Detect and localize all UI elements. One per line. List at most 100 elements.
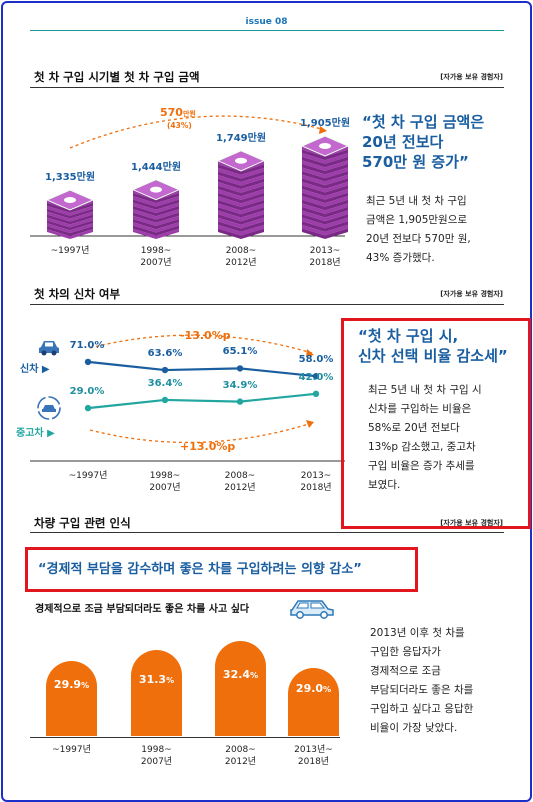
section3-tag: [자가용 보유 경험자] xyxy=(440,519,503,527)
bill-layer xyxy=(302,214,348,225)
intent-unit: % xyxy=(323,685,332,694)
series-label-new-1: 71.0% xyxy=(69,339,105,351)
new-change-arrowhead xyxy=(306,349,314,357)
bill-layer xyxy=(302,221,348,232)
series-label-new-3: 65.1% xyxy=(222,346,258,358)
section3-headline: “경제적 부담을 감수하며 좋은 차를 구입하려는 의향 감소” xyxy=(38,562,362,577)
bill-layer xyxy=(218,221,264,232)
bill-layer xyxy=(47,229,93,239)
series-point-new-2 xyxy=(161,366,169,374)
bill-layer xyxy=(302,199,348,211)
bill-layer xyxy=(133,202,179,213)
bill-layer xyxy=(47,217,93,228)
bill-stack-1 xyxy=(45,189,95,239)
series-point-used-1 xyxy=(84,404,92,412)
bill-layer xyxy=(302,228,348,239)
series-label-used-2: 36.4% xyxy=(147,377,183,389)
bill-layer xyxy=(218,228,264,239)
bill-layer xyxy=(133,218,179,230)
intent-category-1: ~1997년 xyxy=(52,745,91,755)
bill-layer xyxy=(47,202,93,213)
highlight-box-section2 xyxy=(341,318,531,529)
series-label-used-4: 42.0% xyxy=(298,371,334,383)
section3-body: 2013년 이후 첫 차를 구입한 응답자가 경제적으로 조금 부담되더라도 좋… xyxy=(370,627,474,734)
intent-value: 29.0 xyxy=(295,682,324,695)
bill-layer xyxy=(218,217,264,229)
bill-layer xyxy=(302,224,348,236)
bill-layer xyxy=(218,224,264,236)
bill-seal xyxy=(150,186,162,193)
amount-category-2: 1998~ 2007년 xyxy=(140,246,172,268)
used-car-cycle-icon xyxy=(37,396,61,420)
bill-layer xyxy=(302,217,348,229)
line-category-2: 1998~ 2007년 xyxy=(149,471,181,493)
bill-layer xyxy=(302,185,348,196)
section1-body: 최근 5년 내 첫 차 구입 금액은 1,905만원으로 20년 전보다 570… xyxy=(366,195,471,264)
bill-layer xyxy=(133,222,179,233)
bill-layer xyxy=(302,163,348,175)
intent-bar-label-2: 31.3% xyxy=(131,673,182,686)
bill-layer xyxy=(218,167,264,179)
bill-layer xyxy=(302,196,348,207)
intent-bar-label-1: 29.9% xyxy=(46,678,97,691)
bill-layer xyxy=(302,181,348,193)
bill-layer xyxy=(218,196,264,207)
bill-layer xyxy=(133,199,179,210)
intent-bar-1: 29.9% xyxy=(46,660,97,736)
amount-category-1: ~1997년 xyxy=(50,246,90,256)
intent-bar-3: 32.4% xyxy=(215,640,266,736)
bill-layer xyxy=(218,185,264,197)
series-label-new-2: 63.6% xyxy=(147,348,183,360)
bill-layer xyxy=(47,226,93,237)
bill-layer xyxy=(133,209,179,220)
amount-value-1: 1,335만원 xyxy=(44,172,96,183)
section1-quote: “첫 차 구입 금액은 20년 전보다 570만 원 증가” xyxy=(362,113,485,171)
issue-label: issue 08 xyxy=(245,17,288,27)
bill-layer xyxy=(302,192,348,204)
bill-layer xyxy=(218,164,264,175)
bill-layer xyxy=(218,175,264,186)
line-category-3: 2008~ 2012년 xyxy=(224,471,256,493)
used-change-arrowhead xyxy=(306,420,314,428)
section3-axis xyxy=(30,737,340,738)
bill-layer xyxy=(133,215,179,226)
bill-layer xyxy=(47,211,93,222)
bill-layer xyxy=(302,206,348,218)
series-label-used-1: 29.0% xyxy=(69,386,105,398)
section1-tag: [자가용 보유 경험자] xyxy=(440,73,503,81)
new-change-value: -13.0%p xyxy=(180,329,231,342)
intent-category-2: 1998~ 2007년 xyxy=(140,745,173,767)
intent-unit: % xyxy=(250,671,259,681)
bill-layer xyxy=(218,192,264,204)
bill-layer xyxy=(302,156,348,168)
series-label-used-3: 34.9% xyxy=(222,379,258,391)
series-line-new xyxy=(87,360,317,378)
bill-layer xyxy=(218,199,264,211)
section3-subtitle: 경제적으로 조금 부담되더라도 좋은 차를 사고 싶다 xyxy=(35,604,250,615)
section2-rule xyxy=(30,304,504,305)
intent-bar-label-4: 29.0% xyxy=(288,682,339,695)
amount-category-4: 2013~ 2018년 xyxy=(309,246,341,268)
bill-layer xyxy=(133,225,179,236)
section1-title: 첫 차 구입 시기별 첫 차 구입 금액 xyxy=(34,70,200,84)
bill-layer xyxy=(218,214,264,225)
amount-category-3: 2008~ 2012년 xyxy=(225,246,257,268)
bill-layer xyxy=(47,220,93,231)
bill-seal xyxy=(235,157,247,164)
bill-layer xyxy=(302,149,348,161)
bill-layer xyxy=(133,228,179,239)
top-rule xyxy=(30,30,504,31)
intent-value: 32.4 xyxy=(222,668,251,682)
bill-layer xyxy=(218,207,264,218)
bill-layer xyxy=(302,189,348,200)
bill-layer xyxy=(47,223,93,234)
bill-layer xyxy=(218,203,264,215)
series-point-new-1 xyxy=(84,358,92,366)
bill-layer xyxy=(133,212,179,223)
used-car-label: 중고차 ▶ xyxy=(16,428,55,439)
section2-quote: “첫 차 구입 시, 신차 선택 비율 감소세” xyxy=(358,327,508,365)
section2-body: 최근 5년 내 첫 차 구입 시 신차를 구입하는 비율은 58%로 20년 전… xyxy=(368,384,482,491)
bill-layer xyxy=(47,214,93,225)
